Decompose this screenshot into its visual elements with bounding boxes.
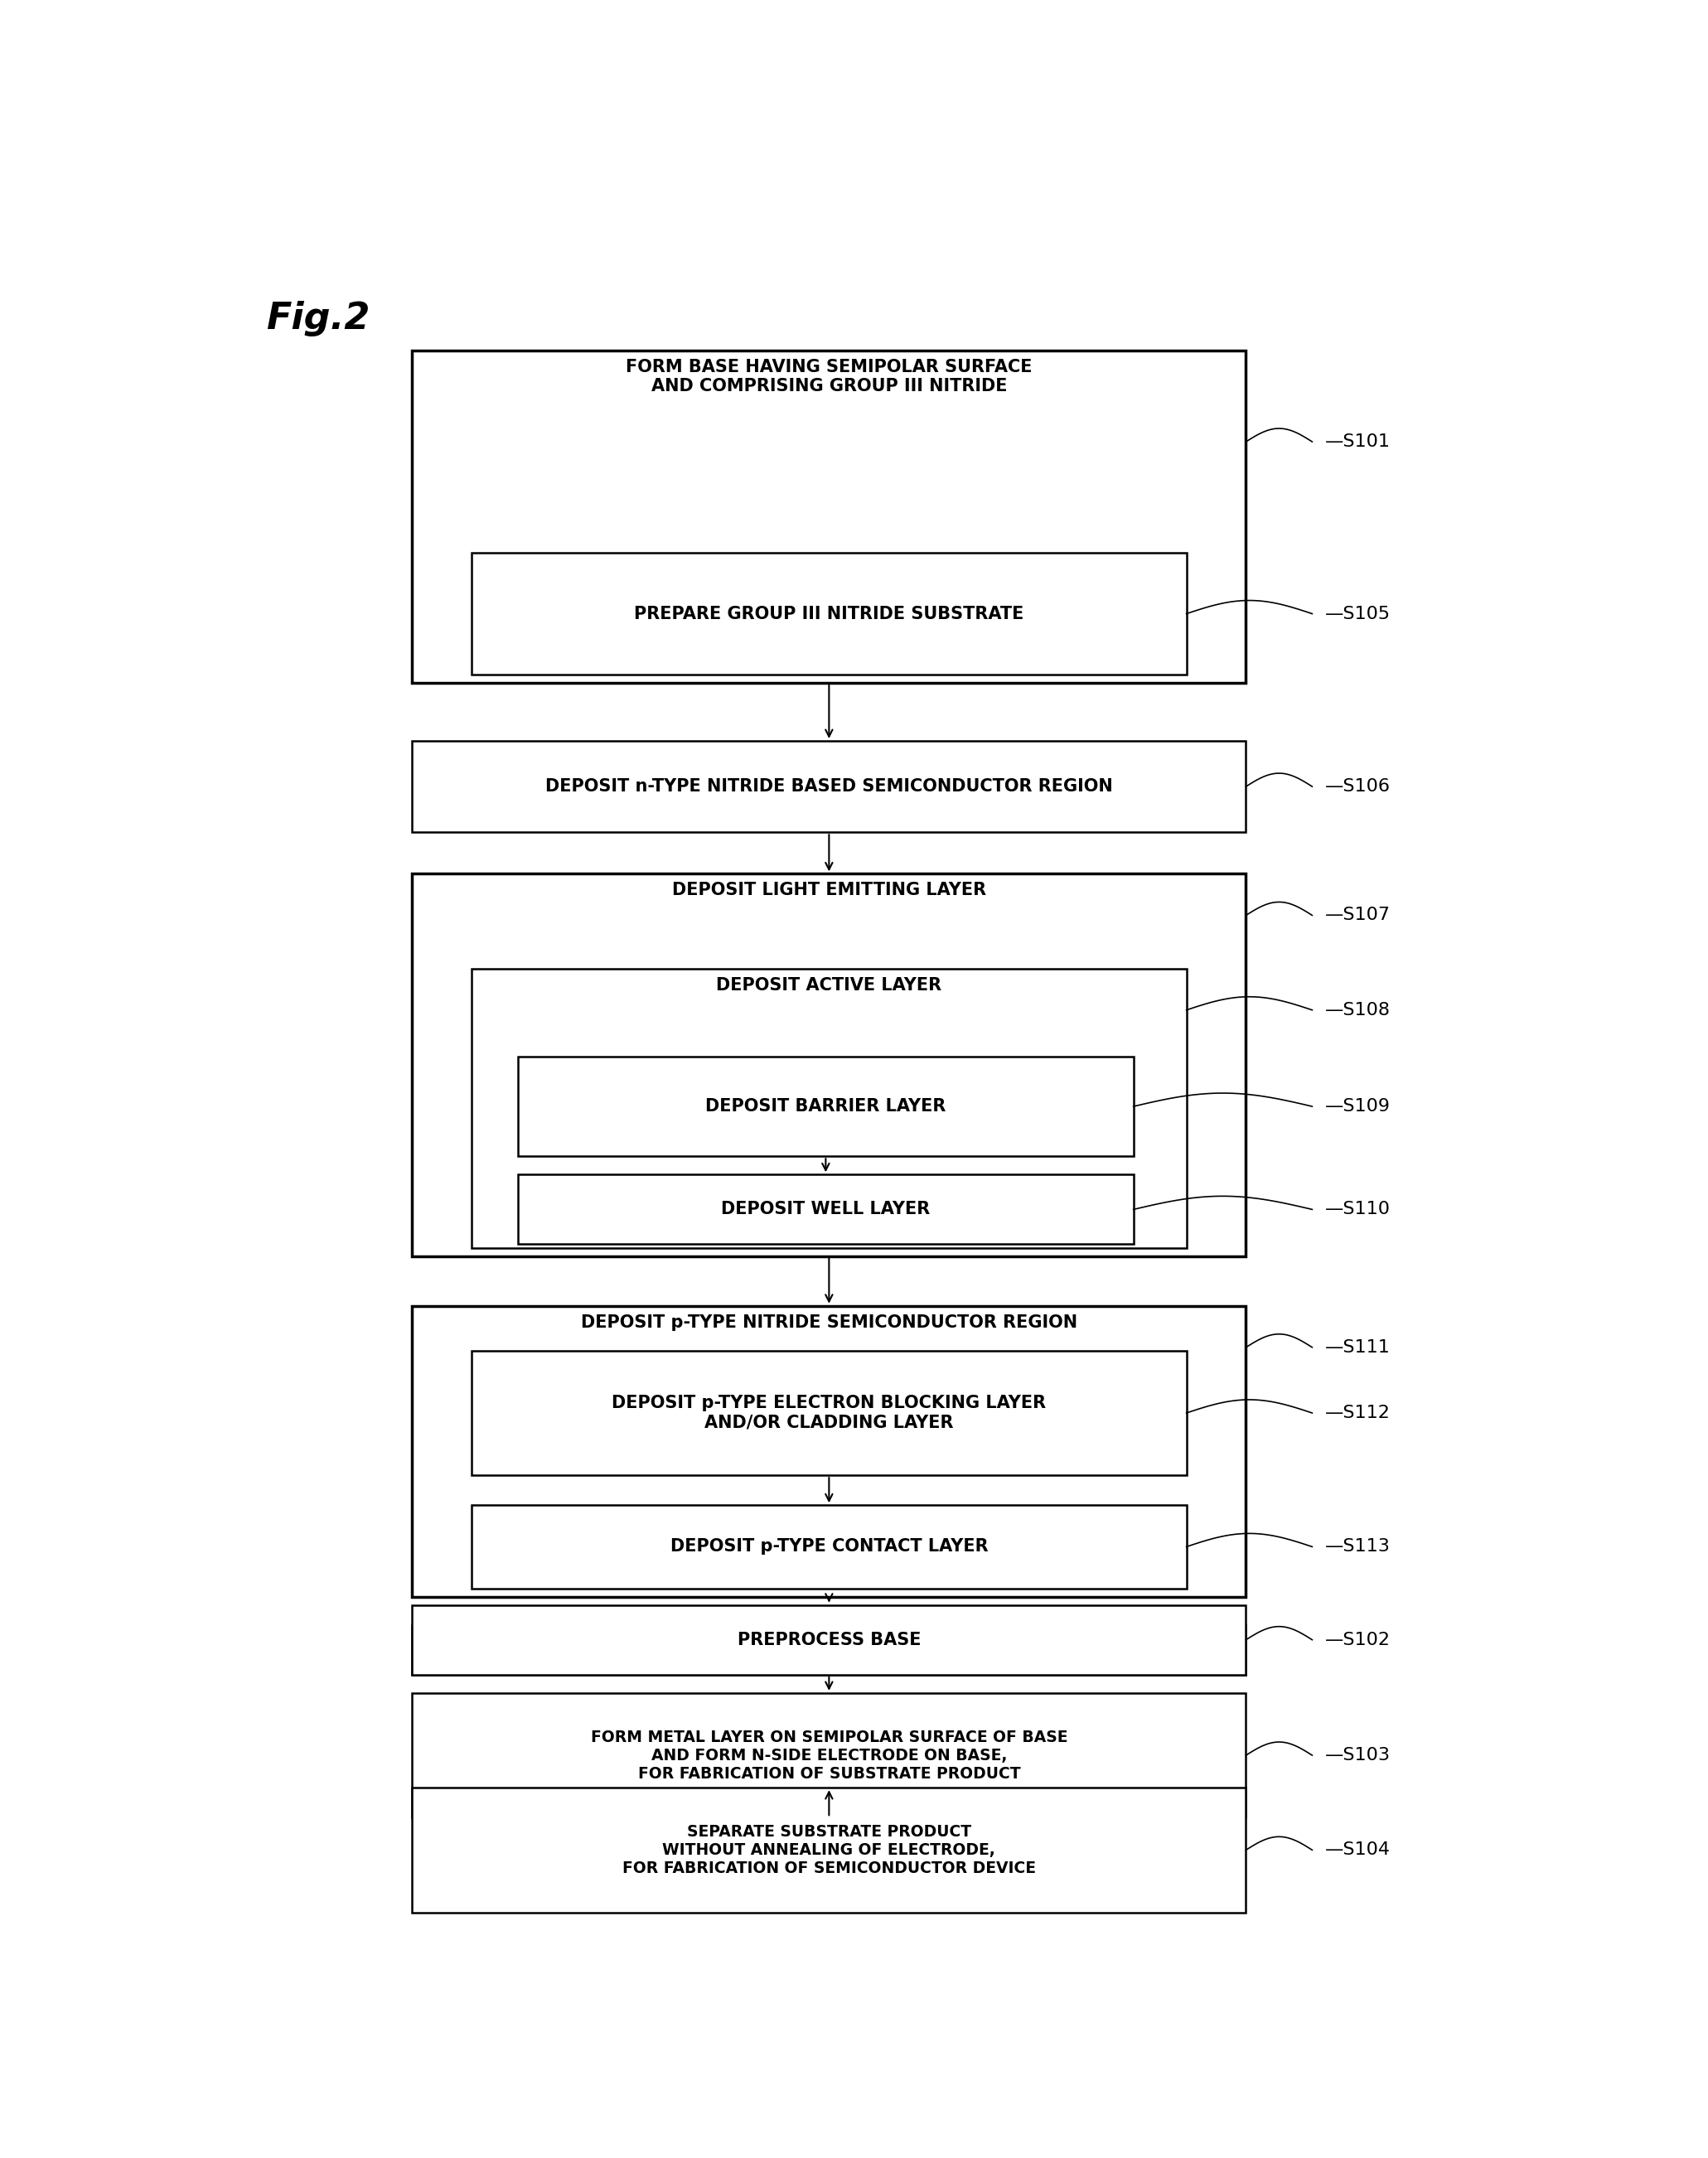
Text: —S110: —S110 (1325, 1202, 1390, 1217)
Text: DEPOSIT ACTIVE LAYER: DEPOSIT ACTIVE LAYER (716, 978, 941, 993)
Text: —S112: —S112 (1325, 1405, 1390, 1422)
Bar (412, 874, 1247, 1256)
Text: DEPOSIT p-TYPE CONTACT LAYER: DEPOSIT p-TYPE CONTACT LAYER (670, 1539, 987, 1556)
Bar (412, 350, 1247, 682)
Text: —S113: —S113 (1325, 1539, 1390, 1556)
Text: Fig.2: Fig.2 (266, 300, 371, 337)
Text: DEPOSIT p-TYPE ELECTRON BLOCKING LAYER
AND/OR CLADDING LAYER: DEPOSIT p-TYPE ELECTRON BLOCKING LAYER A… (611, 1394, 1047, 1431)
Text: —S111: —S111 (1325, 1340, 1390, 1355)
Text: DEPOSIT p-TYPE NITRIDE SEMICONDUCTOR REGION: DEPOSIT p-TYPE NITRIDE SEMICONDUCTOR REG… (581, 1314, 1078, 1331)
Bar (412, 1606, 1247, 1675)
Bar (471, 1351, 1187, 1476)
Text: —S109: —S109 (1325, 1098, 1390, 1116)
Text: —S106: —S106 (1325, 779, 1390, 794)
Text: PREPARE GROUP III NITRIDE SUBSTRATE: PREPARE GROUP III NITRIDE SUBSTRATE (634, 606, 1023, 622)
Text: —S102: —S102 (1325, 1631, 1390, 1649)
Bar (412, 740, 1247, 833)
Text: —S104: —S104 (1325, 1841, 1390, 1858)
Text: —S108: —S108 (1325, 1001, 1390, 1019)
Text: DEPOSIT WELL LAYER: DEPOSIT WELL LAYER (721, 1202, 931, 1217)
Bar (412, 1625, 1247, 1675)
Bar (471, 969, 1187, 1247)
Bar (471, 1506, 1187, 1588)
Bar (518, 1057, 1134, 1157)
Text: DEPOSIT BARRIER LAYER: DEPOSIT BARRIER LAYER (705, 1098, 946, 1116)
Text: DEPOSIT n-TYPE NITRIDE BASED SEMICONDUCTOR REGION: DEPOSIT n-TYPE NITRIDE BASED SEMICONDUCT… (545, 779, 1112, 794)
Text: FORM METAL LAYER ON SEMIPOLAR SURFACE OF BASE
AND FORM N-SIDE ELECTRODE ON BASE,: FORM METAL LAYER ON SEMIPOLAR SURFACE OF… (591, 1729, 1068, 1780)
Bar (412, 1306, 1247, 1597)
Text: FORM BASE HAVING SEMIPOLAR SURFACE
AND COMPRISING GROUP III NITRIDE: FORM BASE HAVING SEMIPOLAR SURFACE AND C… (625, 358, 1032, 395)
Text: —S103: —S103 (1325, 1748, 1390, 1763)
Text: —S105: —S105 (1325, 606, 1390, 622)
Text: PREPROCESS BASE: PREPROCESS BASE (738, 1631, 921, 1649)
Text: DEPOSIT LIGHT EMITTING LAYER: DEPOSIT LIGHT EMITTING LAYER (671, 883, 986, 898)
Bar (412, 1694, 1247, 1817)
Bar (471, 552, 1187, 673)
Text: —S101: —S101 (1325, 434, 1390, 451)
Bar (412, 1787, 1247, 1912)
Text: —S107: —S107 (1325, 906, 1390, 924)
Text: SEPARATE SUBSTRATE PRODUCT
WITHOUT ANNEALING OF ELECTRODE,
FOR FABRICATION OF SE: SEPARATE SUBSTRATE PRODUCT WITHOUT ANNEA… (622, 1824, 1035, 1875)
Bar (518, 1174, 1134, 1245)
